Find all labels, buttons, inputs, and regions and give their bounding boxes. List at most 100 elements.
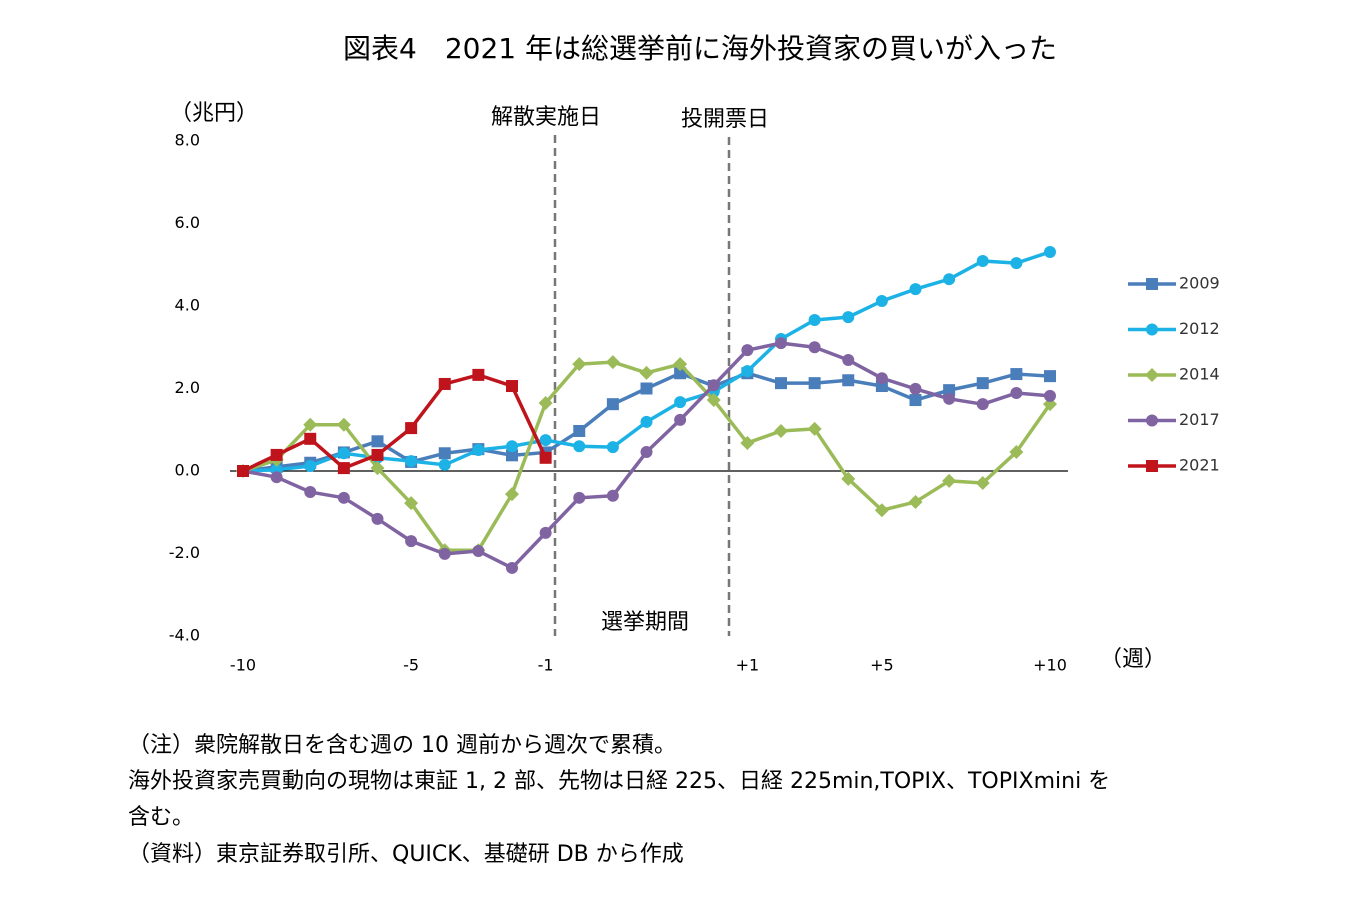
data-point [572,357,587,372]
series-line [242,373,548,473]
note: （注）衆院解散日を含む週の 10 週前から週次で累積。 [128,733,676,758]
data-point [337,447,350,460]
data-point [304,486,317,499]
legend-label: 2014 [1179,365,1220,384]
data-point [539,434,552,447]
legend-label: 2009 [1179,274,1220,293]
data-point [1010,257,1023,270]
data-point [674,396,687,409]
legend-marker [1146,460,1158,472]
x-tick-label: -1 [538,656,554,675]
x-tick-label: +5 [870,656,894,675]
data-point [573,491,586,504]
data-point [943,392,956,405]
data-point [538,395,553,410]
data-point [506,440,518,453]
data-point [303,417,318,432]
data-point [741,344,754,357]
data-point [875,372,888,385]
data-point [640,446,653,459]
data-point [674,413,687,426]
data-point [842,354,855,367]
legend-marker [1146,278,1158,290]
data-point [975,475,990,490]
y-tick-label: 8.0 [175,131,200,150]
data-point [405,535,418,548]
y-tick-label: 6.0 [175,213,200,232]
data-point [337,491,350,504]
data-point [942,473,957,488]
data-point [775,337,787,350]
data-point [371,448,384,461]
data-point [741,365,754,378]
data-point [842,374,855,387]
data-point [539,451,552,464]
data-point [674,367,687,380]
data-point [909,394,922,407]
data-point [573,424,586,437]
data-point [909,283,922,296]
data-point [438,377,451,390]
data-point [404,496,419,511]
y-tick-label: 2.0 [175,378,200,397]
y-tick-label: -4.0 [169,626,200,645]
data-point [270,448,283,461]
data-point [976,398,989,411]
legend-marker [1145,368,1159,382]
data-point [874,503,889,518]
data-point [606,398,619,411]
legend-label: 2017 [1179,410,1220,429]
data-point [943,273,956,286]
data-point [808,341,821,354]
data-point [506,449,518,462]
annotation: 選挙期間 [601,610,689,635]
note: 含む。 [128,805,194,830]
x-tick-label: +1 [736,656,760,675]
data-point [506,561,518,574]
data-point [1010,387,1023,400]
legend-label: 2021 [1179,456,1220,475]
data-point [605,355,620,370]
x-axis-label: （週） [1100,647,1166,672]
x-tick-label: -5 [403,656,419,675]
data-point [1044,389,1056,402]
data-point [370,461,385,476]
data-point [405,455,418,468]
data-point [438,547,451,560]
data-point [639,365,654,380]
data-point [371,512,384,525]
x-tick-label: -10 [230,656,256,675]
data-point [673,357,688,372]
data-point [807,421,822,436]
data-point [774,423,788,438]
y-tick-label: 0.0 [175,461,200,480]
data-point [943,384,956,397]
data-point [775,377,787,390]
y-tick-label: 4.0 [175,296,200,315]
data-point [706,393,721,408]
legend-label: 2012 [1179,319,1220,338]
data-point [606,489,619,502]
data-point [438,458,451,471]
data-point [909,382,922,395]
data-point [808,377,821,390]
data-point [337,462,350,475]
annotation: 解散実施日 [491,105,601,130]
y-axis-label: （兆円） [170,101,258,126]
data-point [270,471,283,484]
data-point [1044,370,1056,383]
data-point [1009,445,1024,460]
data-point [539,526,552,539]
legend-marker [1146,414,1158,427]
data-point [505,487,519,502]
data-point [472,545,485,558]
series-line [242,250,1051,473]
data-point [640,382,653,395]
data-point [1010,368,1023,381]
data-point [472,368,485,381]
data-point [1044,245,1056,258]
data-point [573,440,586,453]
data-point [976,377,989,390]
